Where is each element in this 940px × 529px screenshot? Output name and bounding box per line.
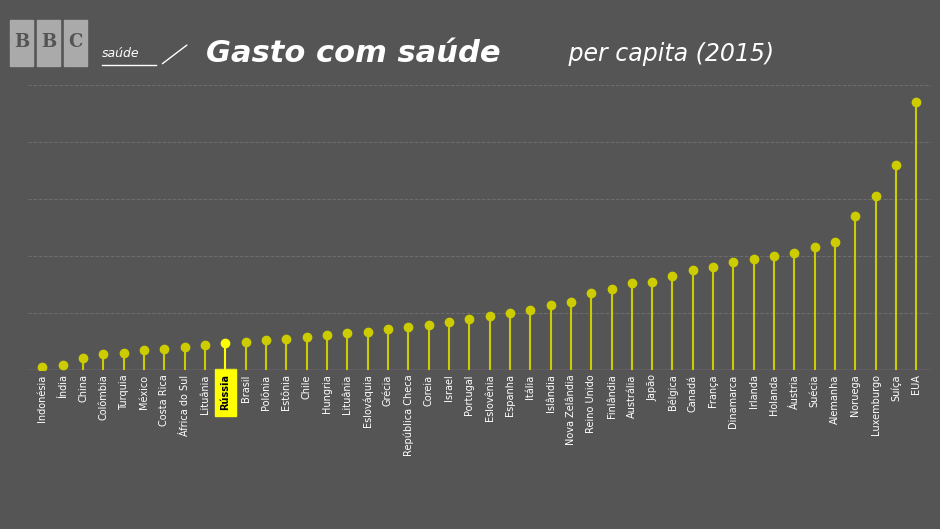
Text: Gasto com saúde: Gasto com saúde: [206, 39, 500, 68]
Text: B: B: [14, 33, 29, 51]
Text: B: B: [40, 33, 56, 51]
FancyBboxPatch shape: [37, 20, 60, 66]
Text: saúde: saúde: [102, 47, 140, 60]
FancyBboxPatch shape: [64, 20, 86, 66]
Text: C: C: [68, 33, 83, 51]
Text: per capita (2015): per capita (2015): [561, 42, 775, 66]
FancyBboxPatch shape: [10, 20, 33, 66]
